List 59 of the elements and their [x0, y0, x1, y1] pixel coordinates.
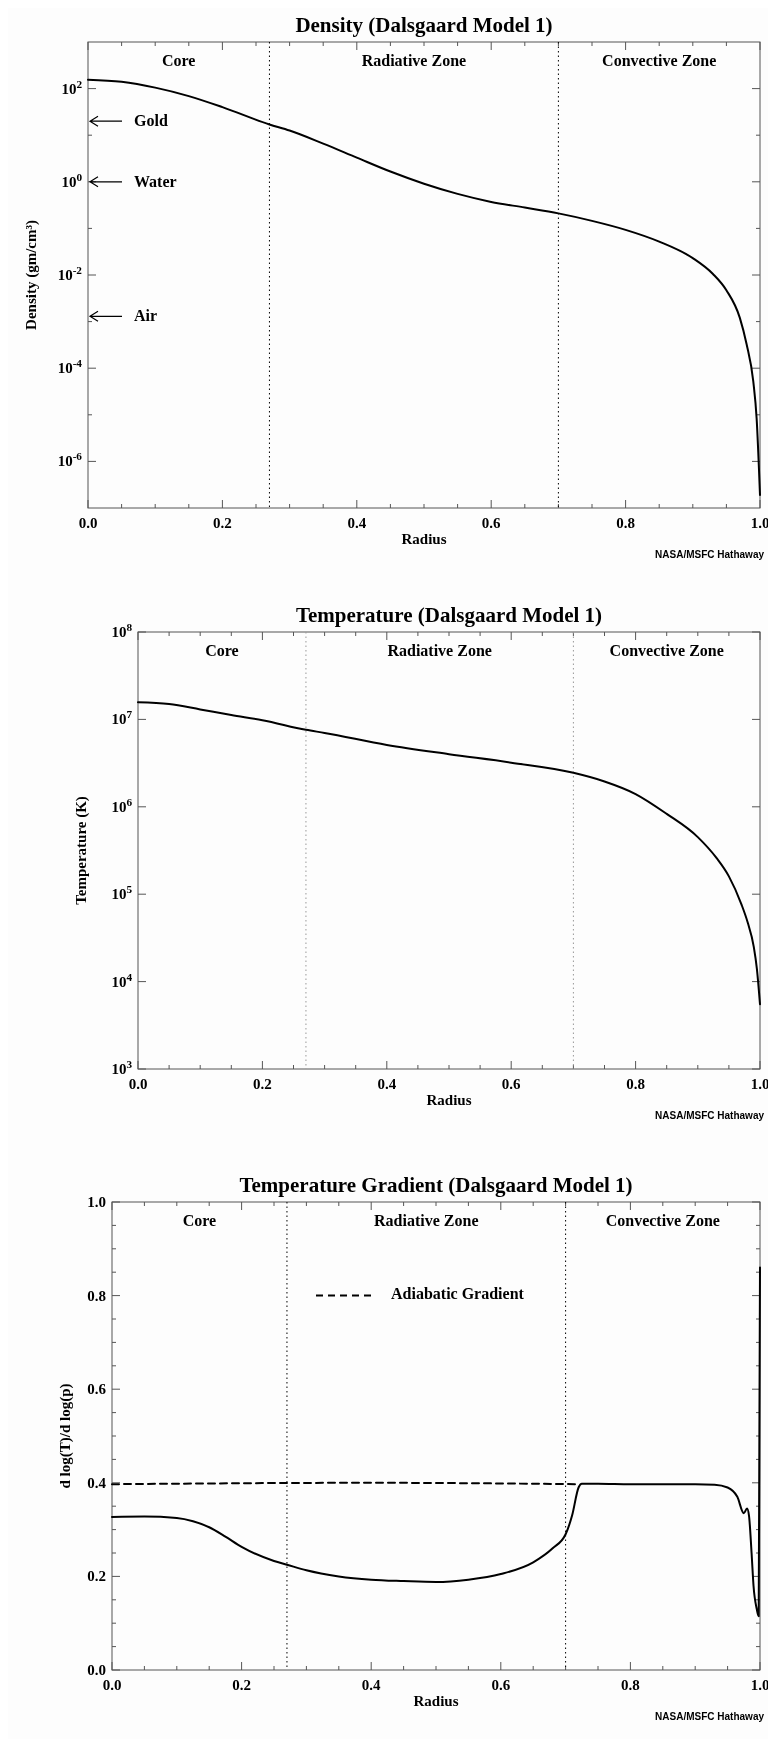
y-axis-title: d log(T)/d log(p) [57, 1383, 74, 1489]
y-axis-title: Density (gm/cm³) [23, 220, 40, 330]
chart-title: Density (Dalsgaard Model 1) [295, 13, 553, 37]
ref-line-label: Water [134, 172, 177, 190]
x-tick-label: 1.0 [750, 1076, 768, 1092]
x-tick-label: 1.0 [750, 515, 768, 531]
x-axis-title: Radius [426, 1092, 472, 1108]
y-tick-label: 10$^{8}$ [111, 621, 133, 640]
x-tick-label: 0.8 [616, 515, 635, 531]
x-tick-label: 0.6 [491, 1677, 511, 1693]
y-axis-title: Temperature (K) [73, 796, 90, 905]
chart-title: Temperature Gradient (Dalsgaard Model 1) [239, 1173, 633, 1197]
ref-line-label: Air [134, 307, 158, 325]
y-tick-label: 10$^{6}$ [111, 795, 133, 815]
ref-line-label: Gold [134, 112, 168, 130]
y-tick-label: 10$^{5}$ [111, 883, 133, 903]
legend-label: Adiabatic Gradient [391, 1284, 525, 1302]
x-tick-label: 1.0 [750, 1677, 768, 1693]
line-series [137, 701, 761, 1006]
y-tick-label: 10$^{-4}$ [57, 357, 83, 377]
x-tick-label: 0.2 [232, 1677, 251, 1693]
y-tick-label: 10$^{3}$ [111, 1058, 133, 1077]
x-tick-label: 0.4 [377, 1076, 397, 1092]
x-tick-label: 0.8 [621, 1677, 640, 1693]
annotation: Radiative Zone [387, 642, 492, 659]
x-tick-label: 0.6 [481, 515, 502, 531]
annotation: Convective Zone [602, 52, 717, 69]
x-tick-label: 0.0 [128, 1076, 148, 1092]
x-tick-label: 0.2 [253, 1076, 272, 1092]
y-tick-label: 10$^{0}$ [61, 170, 83, 190]
x-tick-label: 0.8 [626, 1076, 645, 1092]
annotation: Radiative Zone [374, 1212, 479, 1229]
x-axis-title: Radius [413, 1693, 459, 1709]
chart-title: Temperature (Dalsgaard Model 1) [295, 603, 603, 627]
x-tick-label: 0.2 [213, 515, 232, 531]
x-tick-label: 0.4 [361, 1677, 382, 1693]
annotation: Core [182, 1212, 217, 1229]
y-tick-label: 10$^{7}$ [111, 708, 133, 728]
y-tick-label: 0.8 [87, 1287, 106, 1304]
text: NASA/MSFC Hathaway [655, 1110, 765, 1121]
text: NASA/MSFC Hathaway [655, 1711, 765, 1722]
y-tick-label: 10$^{-2}$ [57, 264, 83, 283]
x-axis-title: Radius [401, 531, 447, 547]
y-tick-label: 1.0 [87, 1194, 106, 1210]
annotation: Radiative Zone [361, 52, 467, 69]
annotation: Convective Zone [609, 642, 724, 659]
y-tick-label: 0.2 [87, 1568, 106, 1585]
y-tick-label: 0.0 [87, 1662, 106, 1678]
y-tick-label: 10$^{-6}$ [57, 450, 83, 470]
y-tick-label: 0.6 [87, 1381, 107, 1398]
y-tick-label: 10$^{2}$ [61, 77, 83, 97]
annotation: Convective Zone [605, 1212, 720, 1229]
text: NASA/MSFC Hathaway [655, 549, 765, 560]
y-tick-label: 0.4 [87, 1474, 107, 1491]
annotation: Core [205, 642, 239, 659]
annotation: Core [161, 52, 196, 69]
y-tick-label: 10$^{4}$ [111, 970, 133, 990]
x-tick-label: 0.6 [501, 1076, 522, 1092]
x-tick-label: 0.4 [347, 515, 367, 531]
